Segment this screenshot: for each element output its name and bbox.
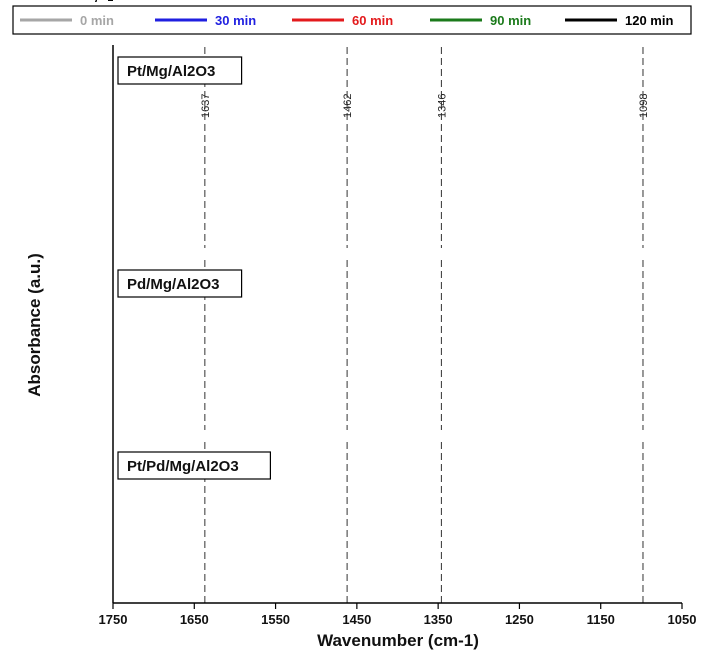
legend-label: 30 min	[215, 13, 256, 28]
y-tick-label: 0,2	[87, 0, 105, 3]
legend-label: 90 min	[490, 13, 531, 28]
y-tick-label: -0,1	[83, 0, 105, 3]
x-tick-label: 1650	[180, 612, 209, 627]
y-tick-label: -0,1	[83, 0, 105, 3]
x-tick-label: 1550	[261, 612, 290, 627]
panel-label: Pt/Mg/Al2O3	[127, 63, 215, 80]
x-tick-label: 1150	[587, 612, 615, 627]
reference-line-label: 1098	[638, 94, 650, 118]
legend-label: 60 min	[352, 13, 393, 28]
y-tick-label: 0,0	[87, 0, 105, 3]
panel-label-box	[117, 269, 243, 298]
legend-label: 0 min	[80, 13, 114, 28]
panel-label: Pd/Mg/Al2O3	[127, 276, 220, 293]
y-tick-label: 0,0	[87, 0, 105, 3]
x-axis-title: Wavenumber (cm-1)	[317, 631, 479, 650]
x-tick-label: 1050	[668, 612, 697, 627]
y-tick-label: 0,1	[87, 0, 105, 3]
y-tick-label: 0,2	[87, 0, 105, 3]
y-tick-label: 0,3	[87, 0, 105, 3]
panel-label: Pt/Pd/Mg/Al2O3	[127, 458, 239, 475]
x-tick-label: 1750	[99, 612, 128, 627]
panel-label-box	[117, 56, 243, 85]
reference-line-label: 1346	[436, 94, 448, 118]
y-tick-label: 0,0	[87, 0, 105, 3]
y-axis-title: Absorbance (a.u.)	[25, 253, 44, 397]
x-tick-label: 1450	[342, 612, 371, 627]
y-tick-label: 0,3	[87, 0, 105, 3]
reference-line-label: 1637	[200, 94, 212, 118]
reference-line-label: 1462	[342, 94, 354, 118]
x-tick-label: 1250	[505, 612, 534, 627]
y-tick-label: 0,2	[87, 0, 105, 3]
y-tick-label: 0,3	[87, 0, 105, 3]
y-tick-label: 0,5	[87, 0, 105, 3]
y-tick-label: 0,4	[87, 0, 106, 3]
panel-label-box	[117, 451, 271, 480]
y-tick-label: 0,1	[87, 0, 105, 3]
x-tick-label: 1350	[424, 612, 453, 627]
y-tick-label: 0,1	[87, 0, 105, 3]
legend-label: 120 min	[625, 13, 673, 28]
